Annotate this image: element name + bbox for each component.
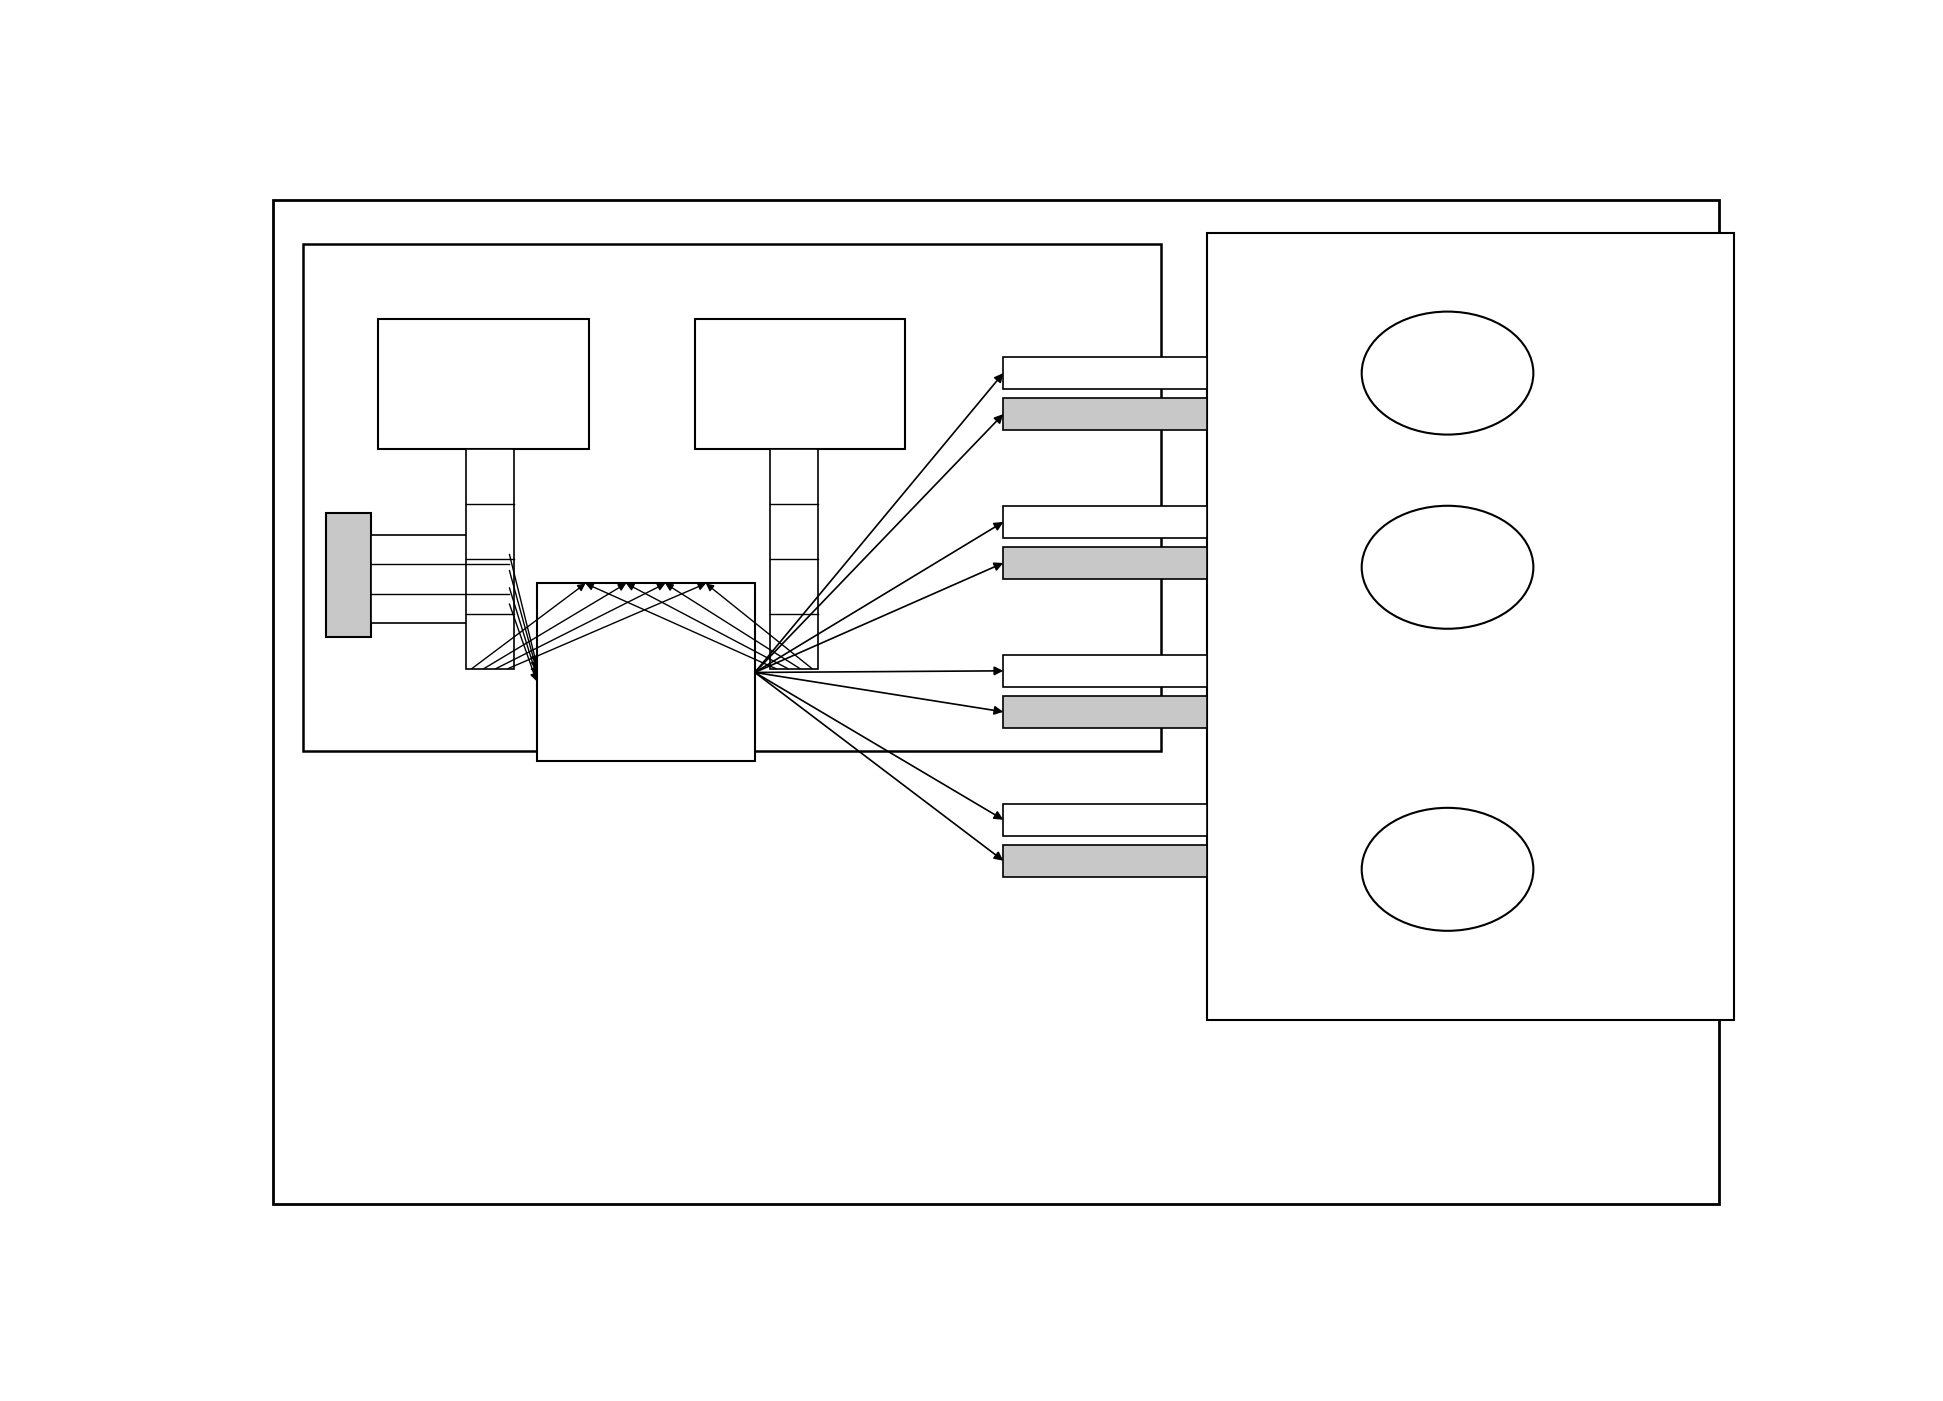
FancyBboxPatch shape xyxy=(379,319,589,448)
FancyBboxPatch shape xyxy=(466,448,513,668)
FancyBboxPatch shape xyxy=(1207,233,1733,1020)
FancyBboxPatch shape xyxy=(371,535,509,623)
FancyBboxPatch shape xyxy=(1003,546,1207,579)
FancyBboxPatch shape xyxy=(1003,506,1207,538)
FancyBboxPatch shape xyxy=(696,319,905,448)
FancyBboxPatch shape xyxy=(1003,654,1207,686)
FancyBboxPatch shape xyxy=(1003,845,1207,877)
Circle shape xyxy=(1362,311,1533,434)
FancyBboxPatch shape xyxy=(536,583,754,761)
FancyBboxPatch shape xyxy=(1003,696,1207,729)
FancyBboxPatch shape xyxy=(1003,804,1207,836)
Circle shape xyxy=(1362,808,1533,930)
FancyBboxPatch shape xyxy=(1003,398,1207,430)
FancyBboxPatch shape xyxy=(1003,357,1207,389)
FancyBboxPatch shape xyxy=(769,448,818,668)
FancyBboxPatch shape xyxy=(303,244,1162,751)
Circle shape xyxy=(1362,506,1533,629)
FancyBboxPatch shape xyxy=(272,200,1720,1203)
FancyBboxPatch shape xyxy=(326,513,371,637)
